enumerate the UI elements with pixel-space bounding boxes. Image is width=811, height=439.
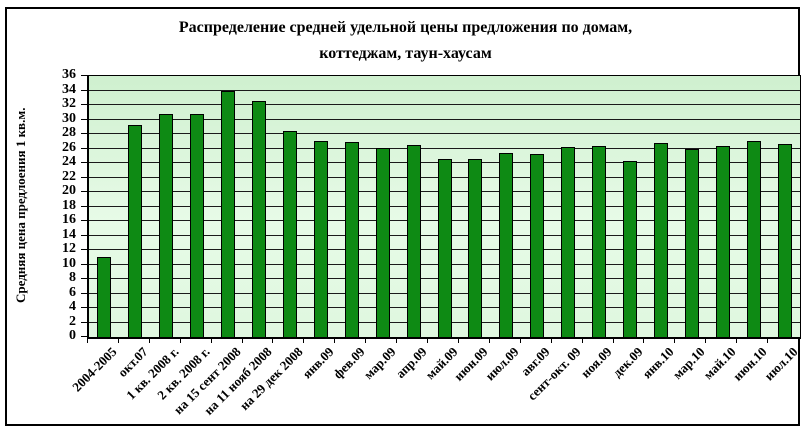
- x-tick-mark: [365, 338, 367, 343]
- grid-line: [89, 104, 800, 105]
- x-tick-mark: [396, 338, 398, 343]
- bar: [406, 144, 421, 337]
- y-tick-mark: [81, 220, 87, 221]
- y-tick-mark: [81, 133, 87, 134]
- bar: [344, 141, 359, 337]
- x-tick-mark: [798, 338, 799, 343]
- x-tick-mark: [488, 338, 490, 343]
- y-tick-mark: [81, 292, 87, 294]
- y-tick-label: 6: [69, 284, 76, 300]
- grid-line: [89, 147, 800, 149]
- bar: [653, 142, 668, 337]
- y-tick-mark: [81, 234, 87, 236]
- x-tick-mark: [303, 338, 305, 343]
- bar: [159, 114, 174, 337]
- x-tick-mark: [117, 338, 119, 343]
- bar: [468, 159, 483, 337]
- y-tick-mark: [81, 278, 87, 279]
- x-tick-mark: [705, 338, 707, 343]
- bar: [561, 147, 576, 337]
- y-tick-label: 26: [62, 139, 76, 155]
- y-tick-mark: [81, 75, 87, 76]
- bar: [252, 101, 267, 337]
- x-tick-mark: [210, 338, 212, 343]
- x-tick-mark: [87, 338, 88, 343]
- y-tick-label: 14: [62, 226, 76, 242]
- bar: [437, 158, 452, 337]
- bar: [190, 113, 205, 337]
- y-tick-mark: [81, 321, 87, 323]
- x-tick-mark: [241, 338, 243, 343]
- y-tick-label: 36: [62, 67, 76, 82]
- x-tick-mark: [272, 338, 274, 343]
- x-tick-mark: [179, 338, 181, 343]
- chart-title: Распределение средней удельной цены пред…: [0, 15, 811, 67]
- plot-area: [87, 75, 801, 339]
- bar: [622, 160, 637, 337]
- y-tick-label: 28: [62, 125, 76, 140]
- bar: [375, 147, 390, 337]
- y-tick-label: 2: [69, 313, 76, 329]
- y-tick-label: 10: [62, 255, 76, 271]
- y-tick-mark: [81, 147, 87, 149]
- bar: [684, 149, 699, 337]
- y-tick-mark: [81, 104, 87, 105]
- bar: [715, 146, 730, 337]
- x-tick-mark: [736, 338, 738, 343]
- grid-line: [89, 133, 800, 134]
- x-tick-mark: [767, 338, 769, 343]
- y-tick-mark: [81, 162, 87, 163]
- y-tick-label: 12: [62, 241, 76, 256]
- bar: [282, 131, 297, 337]
- y-tick-label: 22: [62, 168, 76, 184]
- bar: [313, 140, 328, 337]
- x-tick-mark: [612, 338, 614, 343]
- y-tick-label: 34: [62, 81, 76, 97]
- bar: [221, 90, 236, 337]
- bar: [530, 153, 545, 337]
- y-tick-mark: [81, 205, 87, 207]
- x-tick-mark: [550, 338, 552, 343]
- x-tick-mark: [148, 338, 150, 343]
- y-tick-mark: [81, 336, 87, 337]
- y-tick-mark: [81, 307, 87, 308]
- y-tick-mark: [81, 249, 87, 250]
- grid-line: [89, 89, 800, 91]
- y-tick-label: 16: [62, 212, 76, 227]
- bar: [777, 144, 792, 337]
- bars-layer: [89, 76, 800, 337]
- x-tick-mark: [674, 338, 676, 343]
- bar: [499, 152, 514, 337]
- x-tick-mark: [334, 338, 336, 343]
- y-tick-label: 0: [69, 328, 76, 343]
- x-tick-mark: [519, 338, 521, 343]
- chart-title-line-2: коттеджам, таун-хаусам: [319, 45, 492, 62]
- y-tick-mark: [81, 89, 87, 91]
- y-tick-label: 18: [62, 197, 76, 213]
- y-tick-label: 20: [62, 183, 76, 198]
- bar: [592, 145, 607, 337]
- y-tick-mark: [81, 176, 87, 178]
- y-tick-label: 30: [62, 110, 76, 126]
- y-tick-label: 32: [62, 96, 76, 111]
- y-tick-label: 4: [69, 299, 76, 314]
- x-tick-mark: [581, 338, 583, 343]
- y-tick-label: 8: [69, 270, 76, 285]
- chart-title-line-1: Распределение средней удельной цены пред…: [178, 19, 633, 36]
- x-tick-mark: [643, 338, 645, 343]
- bar: [97, 257, 112, 337]
- bar: [128, 125, 143, 337]
- y-tick-label: 24: [62, 154, 76, 169]
- x-tick-mark: [427, 338, 429, 343]
- grid-line: [89, 118, 800, 120]
- y-tick-mark: [81, 191, 87, 192]
- y-tick-mark: [81, 118, 87, 120]
- x-tick-mark: [457, 338, 459, 343]
- y-tick-mark: [81, 263, 87, 265]
- bar: [746, 141, 761, 337]
